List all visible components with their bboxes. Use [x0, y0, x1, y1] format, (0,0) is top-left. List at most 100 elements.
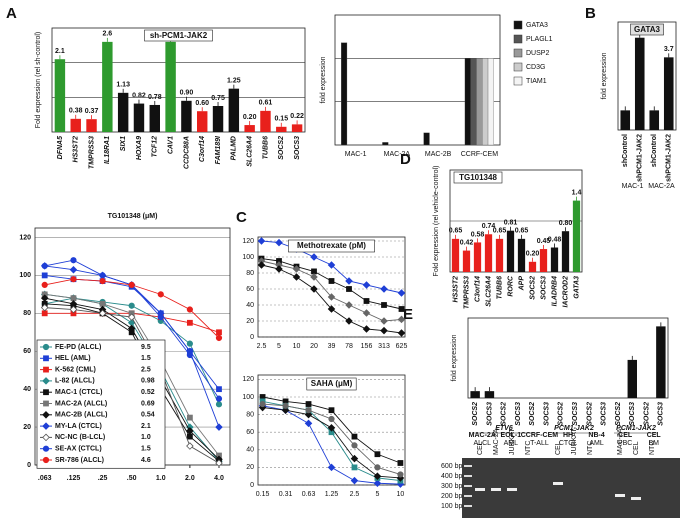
point — [186, 442, 194, 450]
x-tick-label: FAM189I — [215, 135, 222, 164]
point — [304, 419, 313, 428]
legend-marker — [43, 389, 49, 396]
x-tick-label: TMPRSS3 — [88, 136, 95, 169]
point — [128, 281, 135, 288]
x-tick-label: SOCS3 — [629, 402, 636, 426]
group-sublabel: CTCL — [559, 440, 577, 447]
x-tick-label: TUBB6 — [262, 136, 269, 159]
bar — [212, 106, 224, 132]
x-tick-label: SOCS2 — [278, 136, 285, 160]
x-tick-label: 4.0 — [214, 475, 224, 482]
point — [374, 451, 381, 458]
x-tick-label: 5 — [375, 491, 379, 498]
panel-letter: E — [403, 306, 413, 323]
point — [292, 265, 301, 273]
legend-label: CD3G — [526, 64, 545, 71]
bar — [482, 58, 489, 146]
legend-label: MAC-1 (CTCL) — [55, 389, 102, 396]
bar — [462, 250, 471, 272]
gel-group-label: PCM1-JAK2 — [554, 425, 594, 432]
bar — [561, 231, 570, 272]
point — [374, 464, 381, 471]
point — [373, 479, 382, 488]
value-label: 0.15 — [274, 116, 288, 123]
point — [40, 303, 49, 312]
bar — [484, 391, 495, 398]
x-tick-label: 0.63 — [302, 491, 316, 498]
x-tick-label: PALMD — [231, 136, 238, 160]
legend-marker — [42, 411, 50, 419]
point — [327, 463, 336, 472]
value-label: 0.60 — [195, 100, 209, 107]
point — [327, 305, 336, 313]
bar — [228, 88, 240, 132]
group-label: CEL — [647, 432, 662, 439]
x-tick-label: DFNA5 — [57, 136, 64, 159]
bar — [470, 391, 480, 398]
legend-label: GATA3 — [526, 22, 548, 29]
point — [397, 329, 406, 337]
value-label: 0.38 — [69, 108, 83, 115]
point — [304, 410, 313, 419]
value-label: 0.20 — [526, 251, 540, 258]
bar — [476, 58, 483, 146]
legend-label: DUSP2 — [526, 50, 549, 57]
point — [373, 472, 382, 480]
point — [257, 237, 266, 245]
group-label: CEL — [618, 432, 633, 439]
panel-letter: C — [236, 209, 247, 226]
point — [215, 334, 223, 342]
x-tick-label: HS3ST2 — [452, 276, 459, 303]
point — [305, 407, 312, 414]
point — [186, 427, 194, 435]
bar — [649, 110, 660, 130]
ladder-band — [464, 505, 472, 507]
x-tick-label: SOCS2 — [586, 402, 593, 426]
point — [310, 285, 318, 293]
point — [157, 291, 164, 298]
lane-label: MAC-2A — [617, 428, 624, 455]
point — [40, 294, 49, 302]
x-tick-label: APP — [518, 276, 525, 292]
x-tick-label: .50 — [127, 475, 137, 482]
legend-value: 1.0 — [141, 434, 151, 441]
group-label: NB-4 — [588, 432, 604, 439]
gel-band — [553, 482, 563, 485]
value-label: 0.75 — [211, 95, 225, 102]
value-label: 3.7 — [664, 46, 674, 53]
bar — [627, 359, 637, 398]
legend-value: 0.52 — [141, 389, 155, 396]
bar — [539, 249, 548, 272]
x-tick-label: HS3ST2 — [73, 136, 80, 163]
x-tick-label: 20 — [310, 343, 318, 350]
x-tick-label: C3orf14 — [199, 136, 206, 162]
bar — [102, 41, 113, 132]
legend-value: 1.5 — [141, 355, 151, 362]
point — [98, 309, 107, 318]
group-sublabel: AML — [589, 440, 604, 447]
point — [305, 401, 312, 407]
y-axis-label: fold expression — [320, 56, 327, 103]
point — [275, 238, 283, 247]
x-tick-label: shPCM1-JAK2 — [666, 134, 673, 182]
bar — [244, 125, 255, 132]
legend-label: FE-PD (ALCL) — [55, 344, 101, 351]
x-tick-label: 2.5 — [350, 491, 360, 498]
legend-label: MY-LA (CTCL) — [55, 423, 102, 430]
y-tick-label: 40 — [23, 386, 31, 393]
value-label: 2.1 — [55, 48, 65, 55]
x-tick-label: 10 — [293, 343, 301, 350]
legend-value: 9.5 — [141, 344, 151, 351]
point — [328, 278, 335, 284]
value-label: 1.25 — [227, 78, 241, 85]
bar — [149, 104, 160, 132]
y-tick-label: 60 — [246, 286, 254, 293]
point — [41, 272, 48, 279]
legend-swatch — [513, 62, 523, 72]
y-axis-label: Fold expression (rel sh-control) — [35, 32, 42, 128]
gel-band — [491, 488, 501, 491]
ladder-label: 400 bp — [441, 473, 463, 480]
ladder-label: 600 bp — [441, 463, 463, 470]
x-tick-label: MAC-1 — [345, 151, 367, 158]
ladder-label: 300 bp — [441, 483, 463, 490]
